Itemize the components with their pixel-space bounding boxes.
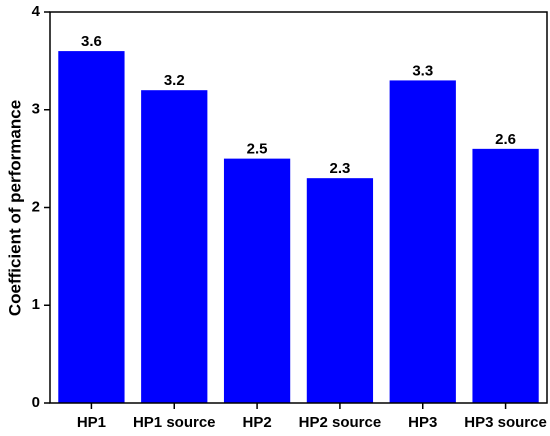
bar — [58, 51, 125, 403]
value-label: 2.6 — [495, 131, 516, 148]
y-tick-label: 3 — [32, 101, 40, 118]
bar — [306, 178, 374, 403]
x-tick-label: HP2 — [242, 414, 271, 431]
bar — [389, 80, 456, 404]
plot-frame — [49, 11, 548, 404]
y-tick-label: 2 — [32, 198, 40, 215]
value-label: 2.3 — [329, 160, 350, 177]
bar — [141, 90, 208, 403]
y-tick-label: 4 — [32, 3, 41, 20]
y-tick-label: 0 — [32, 394, 40, 411]
value-label: 2.5 — [247, 141, 268, 158]
bar — [223, 158, 291, 403]
value-label: 3.3 — [412, 62, 433, 79]
y-tick-label: 1 — [32, 296, 40, 313]
value-label: 3.2 — [164, 72, 185, 89]
y-axis-title: Coefficient of performance — [5, 100, 24, 316]
x-tick-label: HP2 source — [299, 414, 382, 431]
x-tick-label: HP1 source — [133, 414, 216, 431]
value-label: 3.6 — [81, 33, 102, 50]
bar — [472, 148, 539, 403]
x-tick-label: HP3 source — [464, 414, 547, 431]
x-tick-label: HP3 — [408, 414, 437, 431]
x-tick-label: HP1 — [77, 414, 106, 431]
